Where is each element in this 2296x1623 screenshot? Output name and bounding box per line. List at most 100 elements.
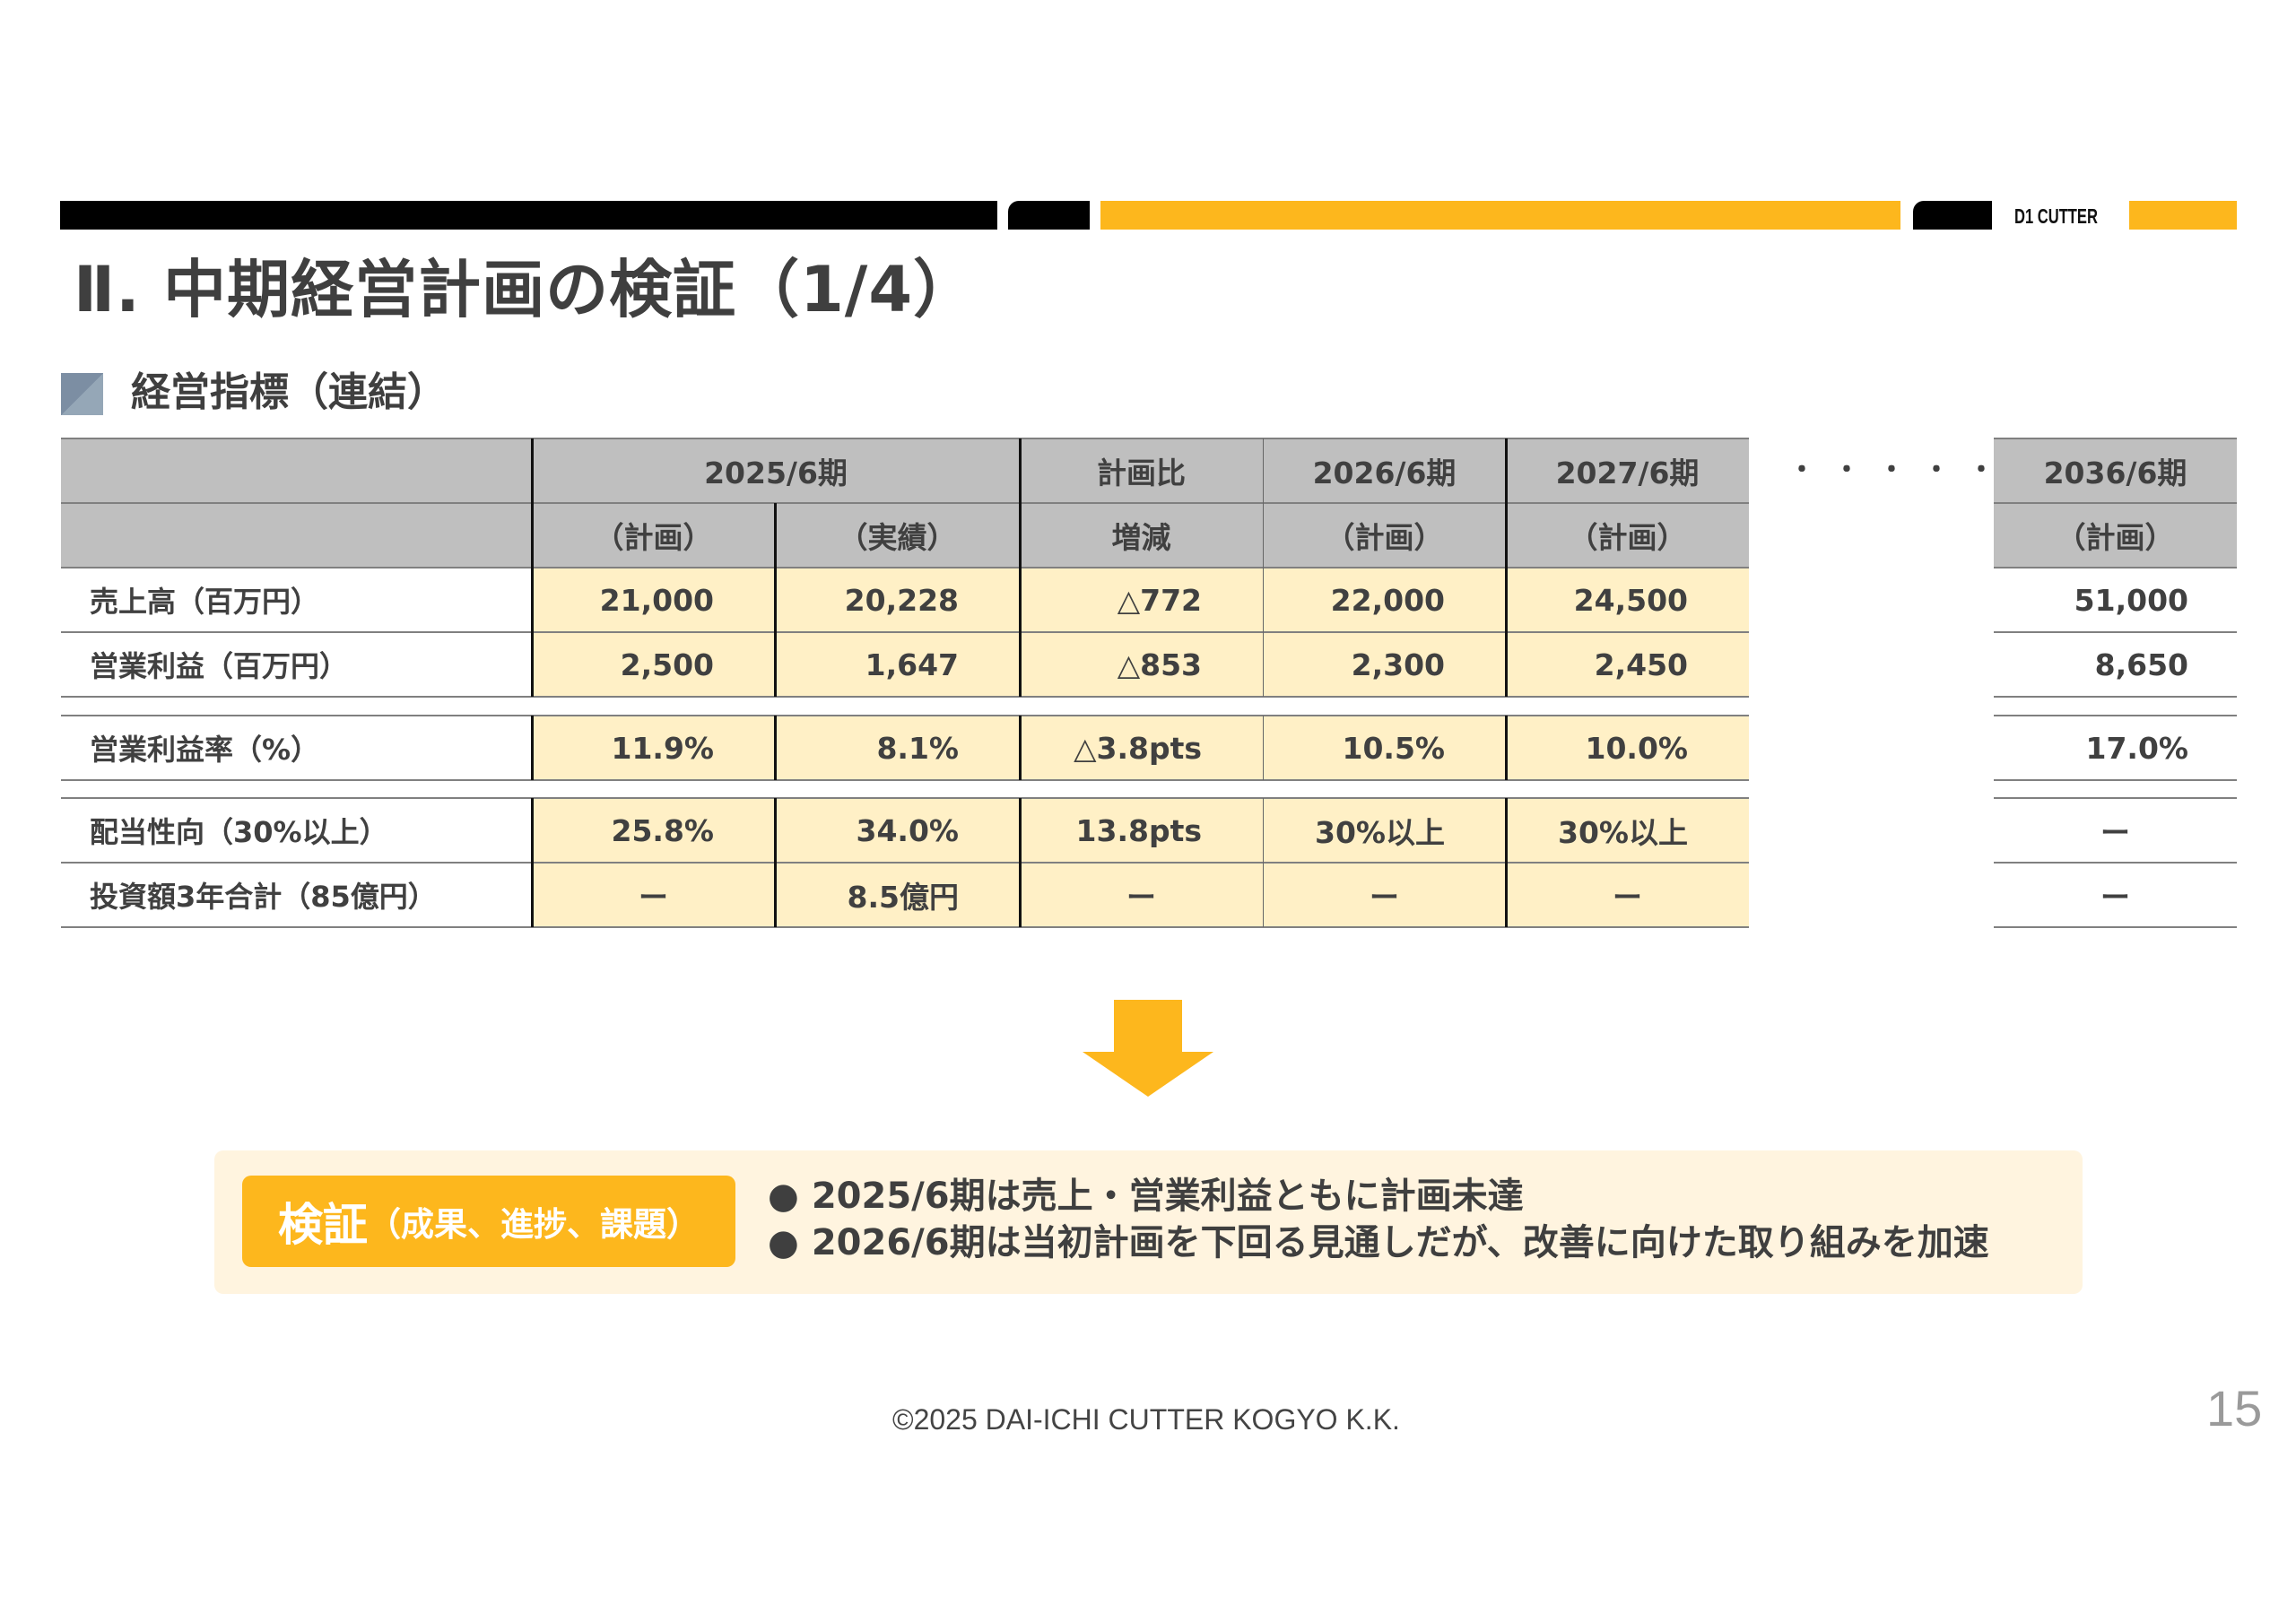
row-label-operating-profit: 営業利益（百万円）	[90, 649, 349, 683]
table-vrule	[1019, 716, 1022, 780]
table-vrule	[531, 438, 534, 697]
table-rule	[61, 862, 1749, 864]
cell-payout-actual2025: 34.0%	[775, 798, 1020, 863]
table-rule	[1994, 438, 2237, 439]
copyright: ©2025 DAI-ICHI CUTTER KOGYO K.K.	[892, 1403, 1400, 1436]
summary-bullet: ● 2026/6期は当初計画を下回る見通しだが、改善に向けた取り組みを加速	[768, 1222, 1989, 1263]
cell-payout-plan2026: 30%以上	[1263, 798, 1506, 863]
header-plan-2036: （計画）	[1994, 503, 2237, 568]
cell-sales-plan2027: 24,500	[1506, 568, 1749, 632]
table-rule	[61, 438, 1749, 439]
header-corner-cell	[61, 438, 532, 503]
section-square-icon	[61, 373, 103, 415]
cell-op-diff: △853	[1020, 632, 1263, 697]
cell-invest-diff: ー	[1020, 863, 1263, 927]
table-vrule	[1019, 438, 1022, 697]
table-vrule	[1263, 716, 1264, 780]
summary-label: 検証 （成果、進捗、課題）	[242, 1176, 735, 1267]
cell-invest-plan2027: ー	[1506, 863, 1749, 927]
page-title: Ⅱ. 中期経営計画の検証（1/4）	[74, 253, 978, 326]
summary-bullets: ● 2025/6期は売上・営業利益ともに計画未達 ● 2026/6期は当初計画を…	[768, 1173, 1989, 1266]
cell-op-plan2025: 2,500	[532, 632, 775, 697]
header-bar-yellow	[1100, 201, 1900, 230]
table-rule	[61, 696, 1749, 698]
table-rule	[61, 567, 1749, 568]
cell-margin-actual2025: 8.1%	[775, 716, 1020, 780]
cell-payout-plan2025: 25.8%	[532, 798, 775, 863]
header-bar-yellow-end	[2129, 201, 2237, 230]
table-vrule	[531, 716, 534, 780]
row-label-sales: 売上高（百万円）	[90, 585, 320, 619]
table-rule	[1994, 502, 2237, 504]
table-vrule	[531, 798, 534, 927]
summary-label-sub: （成果、進捗、課題）	[368, 1205, 700, 1244]
table-rule	[1994, 567, 2237, 568]
header-actual-2025: （実績）	[775, 503, 1020, 568]
table-rule	[61, 631, 1749, 633]
cell-invest-plan2026: ー	[1263, 863, 1506, 927]
table-vrule	[774, 716, 777, 780]
page-number: 15	[2206, 1380, 2263, 1436]
table-vrule	[1505, 438, 1508, 697]
header-bar-black-tab-2	[1913, 201, 1992, 230]
table-rule	[1994, 862, 2237, 864]
brand-logo-text: D1 CUTTER	[2014, 204, 2098, 228]
row-label-op-margin: 営業利益率（%）	[90, 733, 320, 767]
header-2026: 2026/6期	[1263, 438, 1506, 503]
header-plan-2026: （計画）	[1263, 503, 1506, 568]
table-rule	[1994, 715, 2237, 716]
table-rule	[1994, 779, 2237, 781]
cell-op-actual2025: 1,647	[775, 632, 1020, 697]
header-2025: 2025/6期	[532, 438, 1020, 503]
cell-op-plan2027: 2,450	[1506, 632, 1749, 697]
header-2036: 2036/6期	[1994, 438, 2237, 503]
cell-sales-diff: △772	[1020, 568, 1263, 632]
cell-invest-plan2036: ー	[2100, 880, 2130, 915]
cell-sales-plan2036: 51,000	[2074, 582, 2188, 618]
header-bar-black-tab	[1008, 201, 1090, 230]
cell-sales-plan2025: 21,000	[532, 568, 775, 632]
table-vrule	[1263, 438, 1264, 697]
table-rule	[61, 502, 1749, 504]
down-arrow-icon	[1083, 1000, 1213, 1097]
table-vrule	[1505, 798, 1508, 927]
table-rule	[1994, 631, 2237, 633]
table-vrule	[1505, 716, 1508, 780]
header-corner-cell-2	[61, 503, 532, 568]
header-plan-2025: （計画）	[532, 503, 775, 568]
table-rule	[1994, 696, 2237, 698]
table-vrule	[774, 503, 777, 697]
table-rule	[1994, 926, 2237, 928]
row-label-investment: 投資額3年合計（85億円）	[90, 880, 437, 914]
header-ratio: 計画比	[1020, 438, 1263, 503]
table-rule	[61, 797, 1749, 799]
cell-payout-plan2027: 30%以上	[1506, 798, 1749, 863]
cell-op-plan2026: 2,300	[1263, 632, 1506, 697]
table-rule	[1994, 797, 2237, 799]
header-diff: 増減	[1020, 503, 1263, 568]
header-plan-2027: （計画）	[1506, 503, 1749, 568]
cell-sales-plan2026: 22,000	[1263, 568, 1506, 632]
cell-margin-plan2026: 10.5%	[1263, 716, 1506, 780]
cell-op-plan2036: 8,650	[2094, 647, 2188, 682]
table-rule	[61, 926, 1749, 928]
cell-payout-diff: 13.8pts	[1020, 798, 1263, 863]
table-rule	[61, 715, 1749, 716]
header-bar-black	[60, 201, 997, 230]
cell-invest-plan2025: ー	[532, 863, 775, 927]
header-2027: 2027/6期	[1506, 438, 1749, 503]
table-rule	[61, 779, 1749, 781]
cell-margin-diff: △3.8pts	[1020, 716, 1263, 780]
cell-invest-actual2025: 8.5億円	[775, 863, 1020, 927]
summary-label-main: 検証	[278, 1199, 368, 1251]
table-vrule	[1019, 798, 1022, 927]
cell-margin-plan2036: 17.0%	[2085, 730, 2189, 766]
table-vrule	[1263, 798, 1264, 927]
table-vrule	[774, 798, 777, 927]
section-title: 経営指標（連結）	[131, 369, 447, 415]
cell-sales-actual2025: 20,228	[775, 568, 1020, 632]
cell-margin-plan2027: 10.0%	[1506, 716, 1749, 780]
cell-margin-plan2025: 11.9%	[532, 716, 775, 780]
row-label-payout-ratio: 配当性向（30%以上）	[90, 815, 388, 849]
cell-payout-plan2036: ー	[2100, 815, 2130, 850]
